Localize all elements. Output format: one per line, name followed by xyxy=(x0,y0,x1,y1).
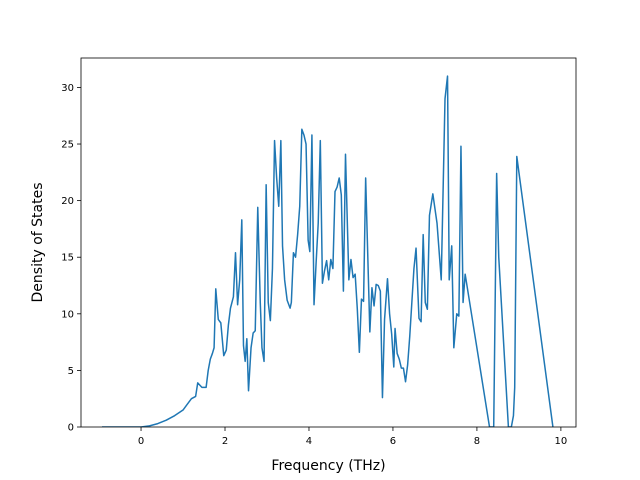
x-tick-label: 10 xyxy=(555,436,568,447)
y-axis-label: Density of States xyxy=(30,183,46,303)
x-tick-label: 6 xyxy=(390,436,396,447)
y-tick-label: 25 xyxy=(61,140,74,151)
y-tick-label: 10 xyxy=(61,309,74,320)
x-tick-label: 2 xyxy=(222,436,228,447)
x-tick-label: 4 xyxy=(306,436,312,447)
x-tick-label: 8 xyxy=(474,436,480,447)
plot-frame xyxy=(80,57,577,428)
y-tick-label: 15 xyxy=(61,253,74,264)
y-tick-label: 30 xyxy=(61,83,74,94)
y-tick-label: 20 xyxy=(61,196,74,207)
y-tick-label: 5 xyxy=(68,366,74,377)
y-tick-label: 0 xyxy=(68,423,74,434)
data-line xyxy=(101,75,554,427)
x-axis-label: Frequency (THz) xyxy=(271,458,385,474)
x-tick-label: 0 xyxy=(138,436,144,447)
